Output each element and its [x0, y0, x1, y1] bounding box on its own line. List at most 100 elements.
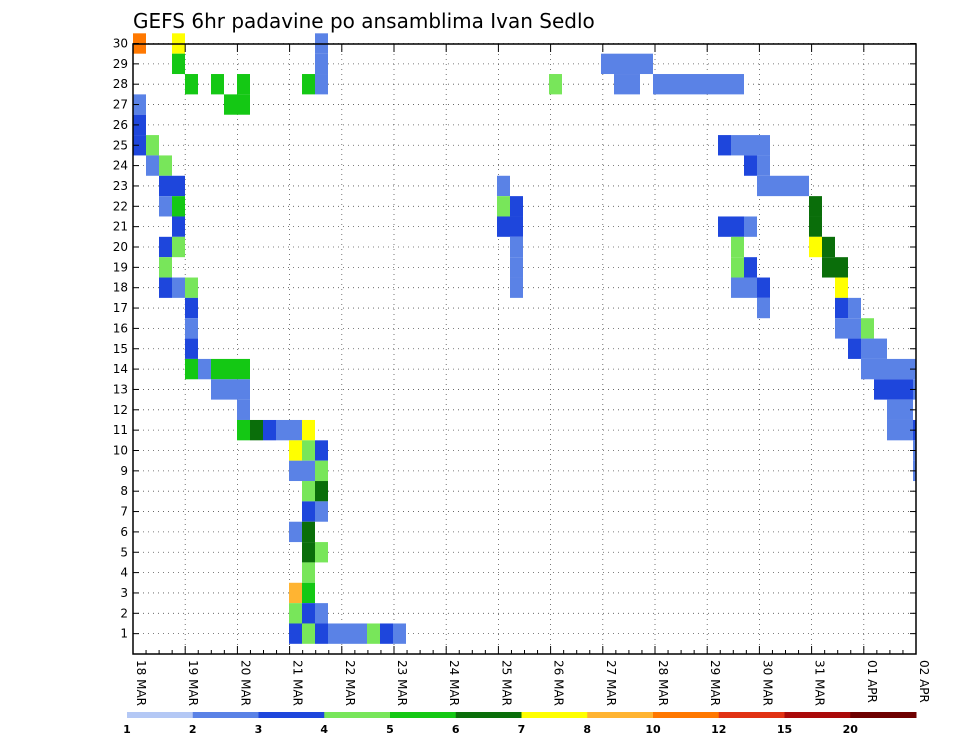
heatmap-cell — [172, 216, 185, 237]
heatmap-cell — [614, 74, 627, 95]
heatmap-cell — [315, 481, 328, 502]
colorbar-swatch — [718, 712, 785, 718]
heatmap-cell — [211, 379, 224, 400]
colorbar-swatch — [127, 712, 194, 718]
heatmap-cell — [315, 501, 328, 522]
heatmap-cell — [809, 196, 822, 217]
heatmap-cell — [315, 603, 328, 624]
chart-title: GEFS 6hr padavine po ansamblima Ivan Sed… — [133, 9, 595, 33]
y-tick-label: 24 — [113, 159, 128, 173]
colorbar-label: 4 — [320, 723, 328, 736]
heatmap-cell — [263, 419, 276, 441]
heatmap-cell — [133, 94, 146, 115]
y-tick-label: 3 — [120, 586, 128, 600]
heatmap-cell — [237, 94, 250, 115]
y-tick-label: 28 — [113, 77, 128, 91]
heatmap-cell — [146, 135, 159, 156]
heatmap-cell — [809, 216, 822, 237]
heatmap-cell — [224, 358, 237, 380]
heatmap-cell — [302, 623, 315, 644]
heatmap-cell — [770, 175, 783, 197]
y-tick-label: 11 — [113, 423, 128, 437]
grid — [133, 43, 916, 654]
colorbar-label: 10 — [645, 723, 661, 736]
heatmap-cell — [510, 257, 523, 278]
colorbar-label: 1 — [123, 723, 131, 736]
heatmap-cell — [653, 74, 666, 95]
heatmap-cell — [237, 74, 250, 95]
y-tick-label: 14 — [113, 362, 128, 376]
cells — [133, 33, 916, 644]
y-tick-label: 30 — [113, 37, 128, 51]
heatmap-cell — [289, 623, 302, 644]
heatmap-cell — [250, 419, 263, 441]
heatmap-cell — [328, 623, 341, 644]
heatmap-cell — [302, 481, 315, 502]
heatmap-cell — [796, 175, 809, 197]
heatmap-cell — [159, 277, 172, 298]
colorbar-label: 5 — [386, 723, 394, 736]
heatmap-cell — [614, 53, 627, 75]
y-tick-label: 19 — [113, 260, 128, 274]
colorbar-swatch — [455, 712, 522, 718]
heatmap-cell — [172, 175, 185, 197]
y-axis: 1234567891011121314151617181920212223242… — [113, 37, 916, 641]
heatmap-cell — [549, 74, 562, 95]
heatmap-cell — [302, 419, 315, 441]
heatmap-cell — [146, 155, 159, 176]
heatmap-cell — [627, 74, 640, 95]
heatmap-cell — [627, 53, 640, 75]
heatmap-cell — [640, 53, 653, 75]
colorbar-swatch — [521, 712, 588, 718]
y-tick-label: 25 — [113, 138, 128, 152]
heatmap-cell — [718, 74, 731, 95]
heatmap-cell — [900, 399, 913, 420]
colorbar-swatch — [324, 712, 391, 718]
heatmap-cell — [315, 460, 328, 482]
x-tick-label: 25 MAR — [499, 660, 513, 706]
heatmap-cell — [692, 74, 705, 95]
heatmap-cell — [289, 521, 302, 543]
heatmap-cell — [302, 440, 315, 461]
heatmap-cell — [900, 358, 913, 380]
colorbar-swatch — [653, 712, 720, 718]
x-axis: 18 MAR 19 MAR 20 MAR 21 MAR 22 MAR 23 MAR 24 M… — [132, 44, 931, 706]
heatmap-cell — [757, 135, 770, 156]
heatmap-cell — [874, 358, 887, 380]
colorbar-swatch — [192, 712, 259, 718]
heatmap-cell — [211, 358, 224, 380]
heatmap-cell — [497, 175, 510, 197]
heatmap-cell — [185, 318, 198, 339]
colorbar-label: 3 — [255, 723, 263, 736]
y-tick-label: 20 — [113, 240, 128, 254]
colorbar-swatch — [258, 712, 325, 718]
y-tick-label: 29 — [113, 57, 128, 71]
heatmap-cell — [341, 623, 354, 644]
heatmap-cell — [510, 277, 523, 298]
heatmap-cell — [315, 440, 328, 461]
heatmap-cell — [861, 338, 874, 359]
heatmap-cell — [302, 460, 315, 482]
heatmap-cell — [185, 74, 198, 95]
heatmap-cell — [185, 277, 198, 298]
x-tick-label: 26 MAR — [552, 660, 566, 706]
colorbar-label: 20 — [843, 723, 859, 736]
heatmap-cell — [822, 236, 835, 258]
heatmap-cell — [302, 582, 315, 604]
colorbar-label: 2 — [189, 723, 197, 736]
x-tick-label: 19 MAR — [186, 660, 200, 706]
y-tick-label: 17 — [113, 301, 128, 315]
heatmap-cell — [874, 338, 887, 359]
heatmap-cell — [237, 379, 250, 400]
heatmap-cell — [302, 542, 315, 563]
heatmap-cell — [172, 53, 185, 75]
y-tick-label: 26 — [113, 118, 128, 132]
heatmap-cell — [835, 297, 848, 319]
heatmap-cell — [666, 74, 679, 95]
heatmap-cell — [367, 623, 380, 644]
heatmap-cell — [224, 379, 237, 400]
heatmap-cell — [237, 399, 250, 420]
heatmap-cell — [718, 135, 731, 156]
x-tick-label: 18 MAR — [134, 660, 148, 706]
x-tick-label: 27 MAR — [604, 660, 618, 706]
